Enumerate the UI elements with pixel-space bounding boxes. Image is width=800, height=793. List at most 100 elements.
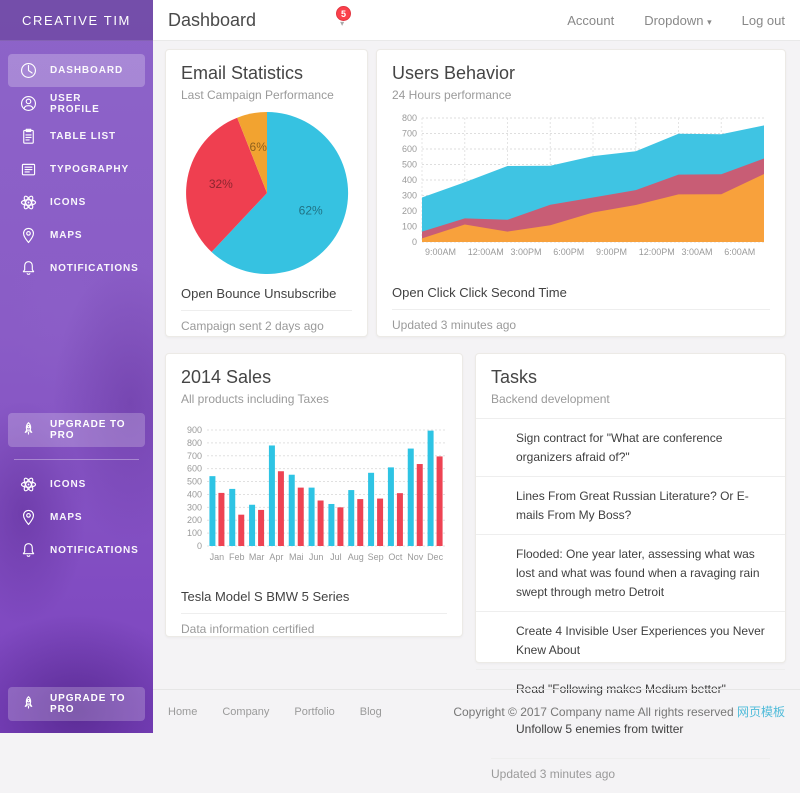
svg-text:800: 800 <box>402 113 417 123</box>
sidebar: CREATIVE TIM DASHBOARD USER PROFILE TABL… <box>0 0 153 733</box>
sales-bar-chart: 0 100 200 300 400 500 600 700 800 900 Jan Feb Mar Apr… <box>166 406 462 579</box>
svg-text:800: 800 <box>187 438 202 448</box>
svg-text:Oct: Oct <box>388 552 403 562</box>
sidebar-item-user-profile[interactable]: USER PROFILE <box>8 87 145 120</box>
sidebar-item-label: DASHBOARD <box>50 65 124 76</box>
sidebar-item-label: USER PROFILE <box>50 92 100 115</box>
sidebar-item-icons-2[interactable]: ICONS <box>8 468 145 501</box>
svg-text:Feb: Feb <box>229 552 245 562</box>
row-1: Email Statistics Last Campaign Performan… <box>165 49 786 337</box>
navbar-links: Account Dropdown ▾ Log out <box>567 13 785 28</box>
page-title[interactable]: Dashboard <box>168 9 257 30</box>
svg-text:Sep: Sep <box>368 552 384 562</box>
svg-text:Jun: Jun <box>309 552 324 562</box>
svg-text:Aug: Aug <box>348 552 364 562</box>
svg-text:Mai: Mai <box>289 552 304 562</box>
notifications-dropdown[interactable]: 5 ▾ <box>336 6 352 28</box>
pie-chart-svg: 62% 32% 6% <box>185 111 348 274</box>
upgrade-to-pro-button[interactable]: UPGRADE TO PRO <box>8 413 145 447</box>
bar-chart-svg: 0 100 200 300 400 500 600 700 800 900 Jan Feb Mar Apr… <box>187 425 445 562</box>
copyright-text: Copyright © 2017 Company name All rights… <box>453 703 785 720</box>
users-behavior-area-chart: 0 100 200 300 400 500 600 700 800 9:00AM 12:00AM 3:… <box>377 102 785 275</box>
footer-link-home[interactable]: Home <box>168 705 198 718</box>
brand-logo[interactable]: CREATIVE TIM <box>0 0 153 41</box>
svg-text:300: 300 <box>187 502 202 512</box>
task-item[interactable]: Unfollow 5 enemies from twitter <box>476 708 785 749</box>
sidebar-item-label: TYPOGRAPHY <box>50 164 130 175</box>
svg-text:9:00PM: 9:00PM <box>596 247 627 257</box>
page-footer: Home Company Portfolio Blog Copyright © 201… <box>153 689 800 733</box>
sidebar-item-icons[interactable]: ICONS <box>8 186 145 219</box>
navbar-link-logout[interactable]: Log out <box>741 12 785 28</box>
navbar-link-dropdown[interactable]: Dropdown ▾ <box>644 12 712 28</box>
rocket-icon <box>19 695 38 714</box>
sidebar-item-notifications[interactable]: NOTIFICATIONS <box>8 252 145 285</box>
svg-text:400: 400 <box>187 489 202 499</box>
sidebar-item-label: TABLE LIST <box>50 131 117 142</box>
svg-text:900: 900 <box>187 425 202 435</box>
svg-text:Dec: Dec <box>427 552 444 562</box>
svg-text:0: 0 <box>412 237 417 247</box>
svg-text:700: 700 <box>402 129 417 139</box>
row-2: 2014 Sales All products including Taxes … <box>165 353 786 781</box>
card-footer-note: Data information certified <box>181 622 315 636</box>
sidebar-item-dashboard[interactable]: DASHBOARD <box>8 54 145 87</box>
sidebar-item-typography[interactable]: TYPOGRAPHY <box>8 153 145 186</box>
typography-icon <box>19 160 38 179</box>
pie-legend: Open Bounce Unsubscribe <box>181 286 337 301</box>
map-pin-icon <box>19 226 38 245</box>
main-area: Dashboard 5 ▾ Account Dropdown ▾ Log out… <box>153 0 800 781</box>
svg-text:500: 500 <box>402 160 417 170</box>
svg-text:600: 600 <box>187 464 202 474</box>
svg-text:6:00AM: 6:00AM <box>724 247 755 257</box>
svg-text:6%: 6% <box>249 140 267 154</box>
card-title: Email Statistics <box>181 63 304 83</box>
atom-icon <box>19 193 38 212</box>
task-item[interactable]: Flooded: One year later, assessing what … <box>476 534 785 611</box>
sidebar-item-label: ICONS <box>50 197 87 208</box>
svg-text:Mar: Mar <box>249 552 265 562</box>
svg-text:700: 700 <box>187 451 202 461</box>
svg-text:100: 100 <box>187 528 202 538</box>
sidebar-item-maps[interactable]: MAPS <box>8 219 145 252</box>
task-item[interactable]: Create 4 Invisible User Experiences you … <box>476 611 785 669</box>
navbar-link-account[interactable]: Account <box>567 12 615 28</box>
bell-icon <box>19 541 38 560</box>
upgrade-to-pro-button-bottom[interactable]: UPGRADE TO PRO <box>8 687 145 721</box>
copyright-label: Copyright © 2017 Company name All rights… <box>453 705 734 719</box>
bell-icon <box>19 259 38 278</box>
svg-text:Jul: Jul <box>330 552 342 562</box>
footer-link-blog[interactable]: Blog <box>359 705 382 718</box>
atom-icon <box>19 475 38 494</box>
svg-text:Jan: Jan <box>210 552 225 562</box>
card-footer-note: Updated 3 minutes ago <box>491 766 616 781</box>
footer-link-company[interactable]: Company <box>222 705 270 718</box>
sidebar-item-notifications-2[interactable]: NOTIFICATIONS <box>8 534 145 567</box>
svg-text:Apr: Apr <box>269 552 283 562</box>
sidebar-menu: DASHBOARD USER PROFILE TABLE LIST TYPOGR… <box>0 41 153 285</box>
task-item[interactable]: Sign contract for "What are conference o… <box>476 418 785 476</box>
card-title: Tasks <box>491 367 538 387</box>
footer-link-portfolio[interactable]: Portfolio <box>294 705 335 718</box>
sales-card: 2014 Sales All products including Taxes … <box>165 353 463 637</box>
user-icon <box>19 94 38 113</box>
svg-text:12:00AM: 12:00AM <box>468 247 504 257</box>
chevron-down-icon: ▾ <box>340 19 345 28</box>
sidebar-item-maps-2[interactable]: MAPS <box>8 501 145 534</box>
card-subtitle: 24 Hours performance <box>392 88 512 102</box>
task-item[interactable]: Lines From Great Russian Literature? Or … <box>476 476 785 534</box>
upgrade-label: UPGRADE TO PRO <box>50 419 126 441</box>
svg-text:400: 400 <box>402 175 417 185</box>
sidebar-item-label: NOTIFICATIONS <box>50 263 139 274</box>
card-footer-note: Updated 3 minutes ago <box>392 318 517 332</box>
rocket-icon <box>19 421 38 440</box>
svg-text:Nov: Nov <box>407 552 424 562</box>
card-subtitle: Last Campaign Performance <box>181 88 334 102</box>
svg-text:0: 0 <box>197 541 202 551</box>
svg-text:12:00PM: 12:00PM <box>639 247 675 257</box>
card-subtitle: All products including Taxes <box>181 392 329 406</box>
sidebar-item-table-list[interactable]: TABLE LIST <box>8 120 145 153</box>
card-footer-note: Campaign sent 2 days ago <box>181 319 324 333</box>
sidebar-item-label: MAPS <box>50 512 83 523</box>
copyright-link[interactable]: 网页模板 <box>736 705 785 719</box>
